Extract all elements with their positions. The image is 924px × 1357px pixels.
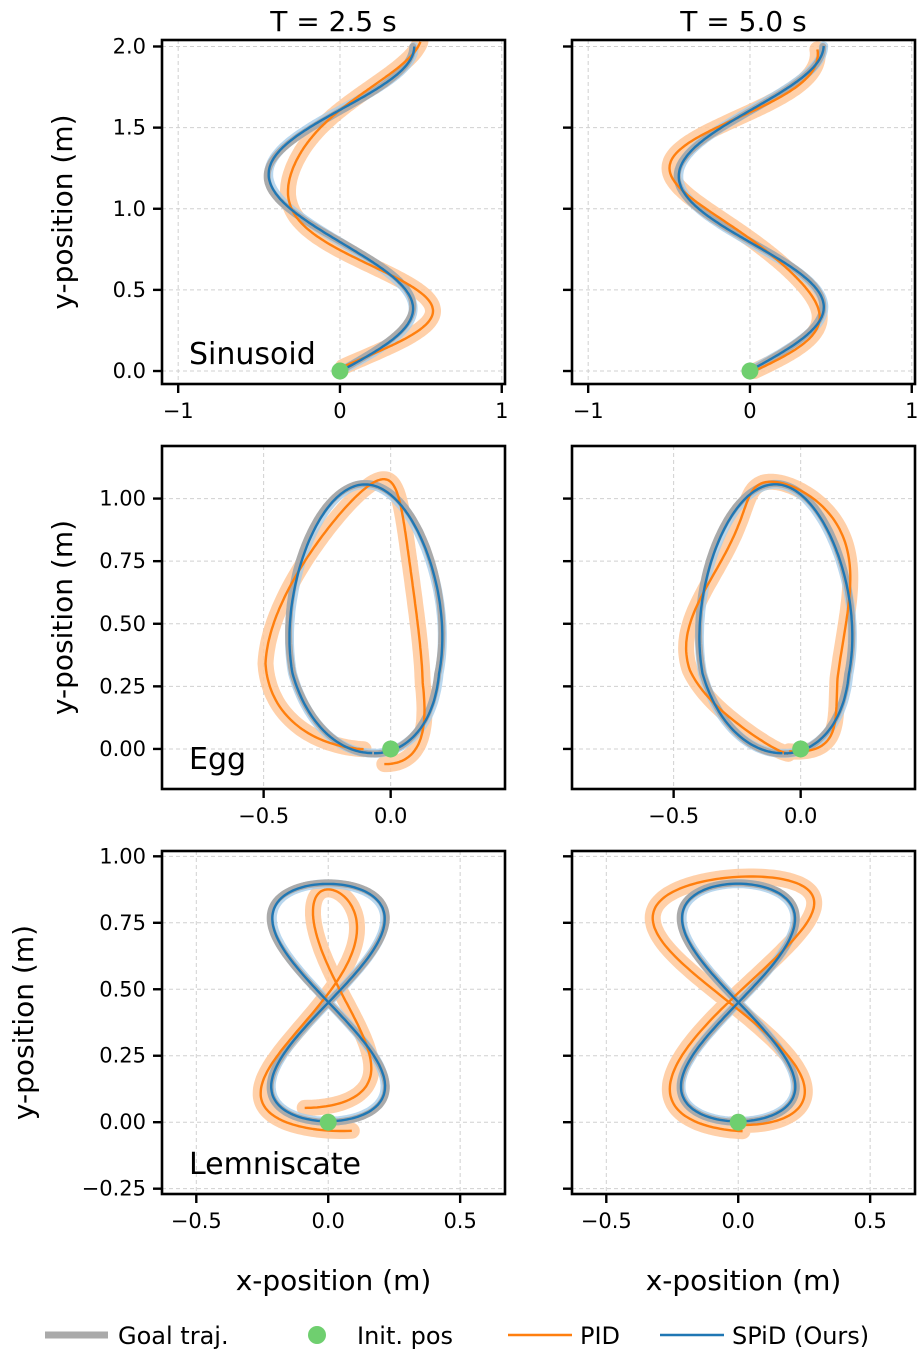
y-tick-label: 0.50 <box>99 977 146 1001</box>
x-tick-label: 0 <box>743 399 756 423</box>
grid <box>572 40 915 384</box>
pid-trajectory-line <box>286 41 435 368</box>
y-tick-label: −0.25 <box>82 1177 146 1201</box>
y-tick-label: 2.0 <box>113 34 146 58</box>
y-tick-label: 1.00 <box>99 844 146 868</box>
y-tick-label: 0.00 <box>99 737 146 761</box>
panel-frame <box>160 444 507 791</box>
y-tick-label: 0.00 <box>99 1110 146 1134</box>
x-tick-label: −0.5 <box>581 1209 632 1233</box>
panel-label-sinusoid: Sinusoid <box>189 337 316 372</box>
spid-trajectory-line <box>267 46 416 372</box>
panel-frame <box>160 849 507 1196</box>
y-tick-label: 1.0 <box>113 197 146 221</box>
y-tick-label: 0.50 <box>99 612 146 636</box>
pid-trajectory-line <box>264 478 426 766</box>
panel-lemniscate-5: −0.5 0.0 0.5 x-position (m) <box>563 849 917 1297</box>
plot-area <box>263 40 441 380</box>
pid-trajectory-line <box>651 875 816 1133</box>
init-pos-marker <box>792 740 810 758</box>
plot-area <box>257 471 447 773</box>
legend-init-label: Init. pos <box>357 1322 453 1350</box>
spid-trajectory-line <box>288 483 444 755</box>
x-tick-label: 0.5 <box>443 1209 476 1233</box>
spid-trajectory-line <box>270 882 387 1123</box>
x-tick-label: −1 <box>573 399 604 423</box>
init-pos-marker <box>382 740 400 758</box>
panel-egg-2-5: 0.00 0.25 0.50 0.75 1.00 −0.5 0.0 Egg y-position… <box>46 444 507 828</box>
grid <box>162 851 505 1194</box>
plot-area <box>644 868 823 1140</box>
y-axis-label: y-position (m) <box>7 925 40 1120</box>
panel-egg-5: −0.5 0.0 <box>563 444 917 828</box>
legend: Goal traj. Init. pos PID SPiD (Ours) <box>45 1322 869 1350</box>
y-tick-label: 0.5 <box>113 278 146 302</box>
column-title: T = 5.0 s <box>679 5 806 38</box>
init-pos-marker <box>729 1113 747 1131</box>
panel-sinusoid-5: −1 0 1 T = 5.0 s <box>563 5 918 423</box>
y-tick-label: 0.25 <box>99 674 146 698</box>
panel-lemniscate-2-5: −0.25 0.00 0.25 0.50 0.75 1.00 −0.5 0.0 0.5 Lemni… <box>7 844 507 1297</box>
y-tick-label: 0.0 <box>113 359 146 383</box>
y-tick-label: 1.00 <box>99 487 146 511</box>
pid-trajectory-line <box>668 49 821 373</box>
x-tick-label: −1 <box>163 399 194 423</box>
x-tick-label: −0.5 <box>648 804 699 828</box>
legend-spid-label: SPiD (Ours) <box>732 1322 869 1350</box>
column-title: T = 2.5 s <box>269 5 396 38</box>
x-tick-label: −0.5 <box>238 804 289 828</box>
init-pos-marker <box>331 362 349 380</box>
panel-label-egg: Egg <box>189 742 246 777</box>
y-tick-label: 0.75 <box>99 911 146 935</box>
panel-frame <box>570 444 917 791</box>
grid <box>162 40 505 384</box>
panel-sinusoid-2-5: 0.0 0.5 1.0 1.5 2.0 −1 0 1 Sinusoid y-position (m… <box>46 5 508 423</box>
legend-init-swatch <box>308 1326 326 1344</box>
plot-area <box>661 41 829 380</box>
x-axis-label: x-position (m) <box>236 1264 432 1297</box>
init-pos-marker <box>741 362 759 380</box>
pid-uncertainty-band <box>661 41 828 379</box>
init-pos-marker <box>319 1113 337 1131</box>
panel-frame <box>570 849 917 1196</box>
x-axis-label: x-position (m) <box>646 1264 842 1297</box>
legend-goal-label: Goal traj. <box>118 1322 229 1350</box>
panel-label-lemniscate: Lemniscate <box>189 1147 361 1182</box>
x-tick-label: 0.0 <box>784 804 817 828</box>
x-tick-label: 0.5 <box>853 1209 886 1233</box>
x-tick-label: −0.5 <box>171 1209 222 1233</box>
y-axis-label: y-position (m) <box>46 114 79 309</box>
x-tick-label: 0.0 <box>374 804 407 828</box>
y-tick-label: 1.5 <box>113 116 146 140</box>
x-tick-label: 0 <box>333 399 346 423</box>
x-tick-label: 1 <box>495 399 508 423</box>
panel-frame <box>160 38 507 386</box>
y-tick-label: 0.25 <box>99 1044 146 1068</box>
y-tick-label: 0.75 <box>99 549 146 573</box>
spid-trajectory-line <box>698 483 854 755</box>
pid-trajectory-line <box>259 888 373 1133</box>
y-axis-label: y-position (m) <box>46 520 79 715</box>
x-tick-label: 1 <box>905 399 918 423</box>
spid-trajectory-line <box>677 45 825 372</box>
legend-pid-label: PID <box>580 1322 620 1350</box>
x-tick-label: 0.0 <box>312 1209 345 1233</box>
spid-trajectory-line <box>679 882 797 1123</box>
x-tick-label: 0.0 <box>722 1209 755 1233</box>
panel-frame <box>570 38 917 386</box>
plot-area <box>252 879 390 1139</box>
plot-area <box>678 473 859 762</box>
pid-trajectory-line <box>684 480 852 755</box>
